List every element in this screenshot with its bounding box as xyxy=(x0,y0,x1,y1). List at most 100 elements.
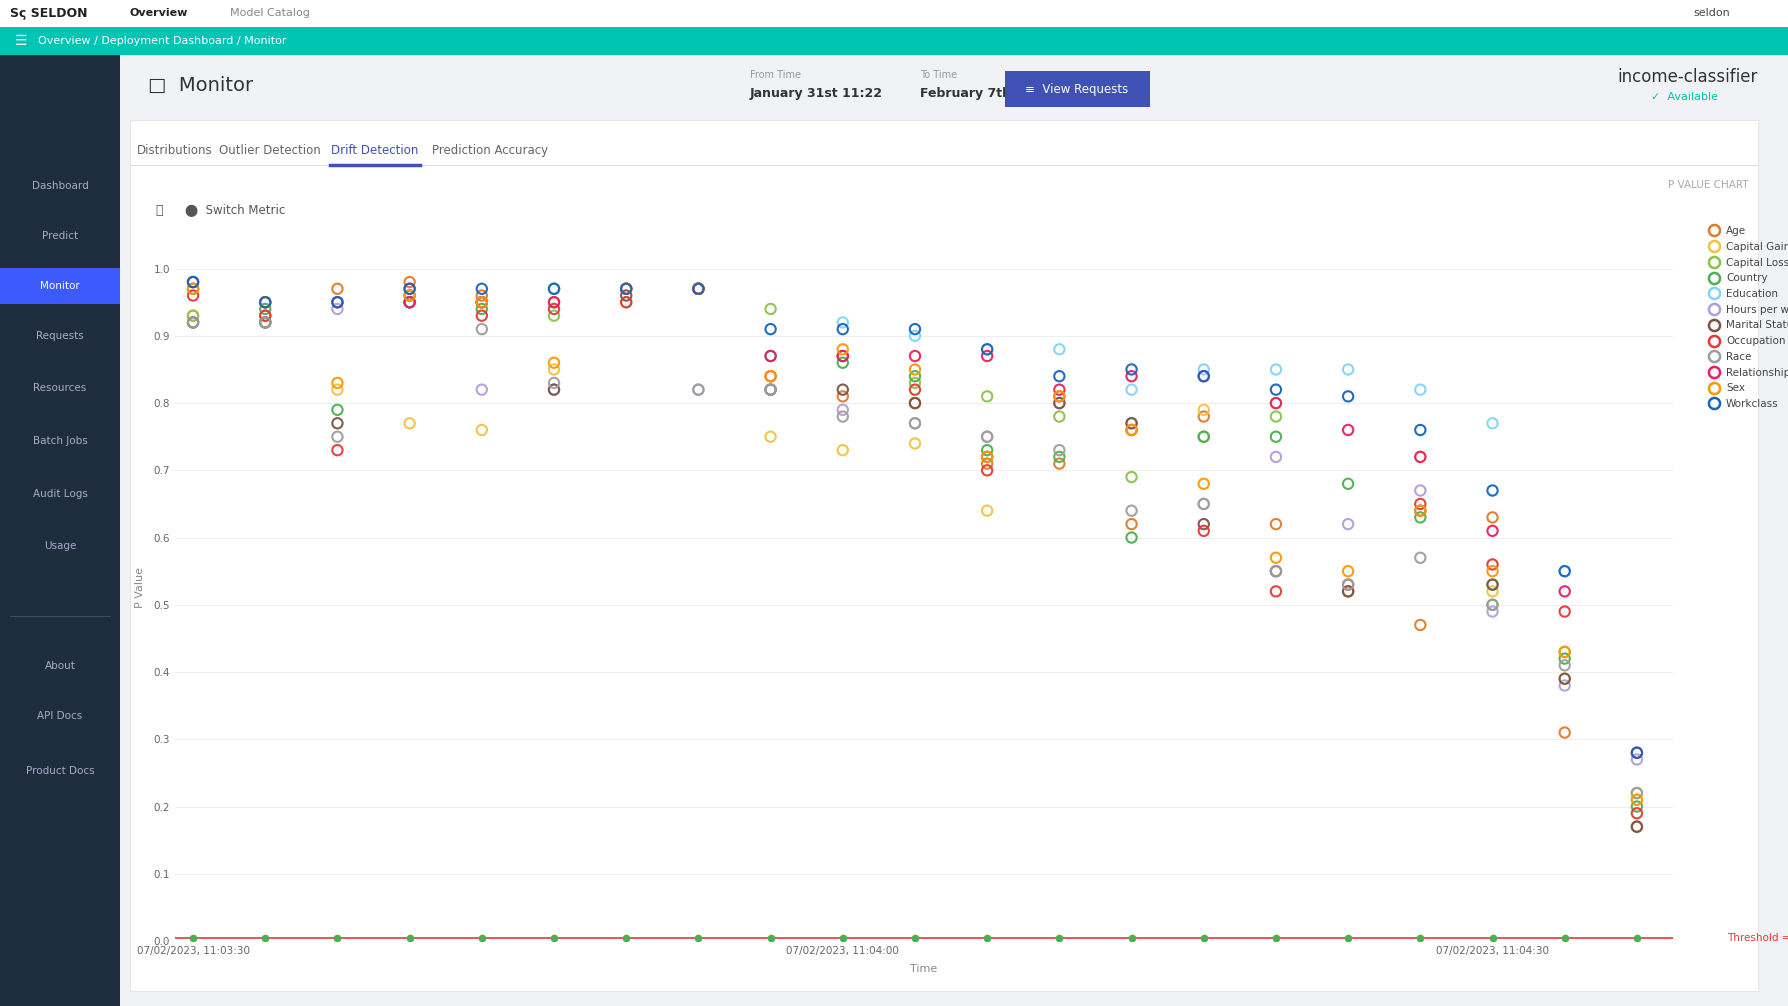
Point xyxy=(828,321,856,337)
Text: □  Monitor: □ Monitor xyxy=(148,75,254,95)
X-axis label: Time: Time xyxy=(910,964,937,974)
Point xyxy=(324,442,352,458)
Point xyxy=(540,375,569,391)
Point xyxy=(1479,583,1507,600)
Point xyxy=(1334,516,1362,532)
Text: Model Catalog: Model Catalog xyxy=(231,8,309,18)
Point xyxy=(1118,529,1146,545)
Point xyxy=(973,429,1001,445)
Point xyxy=(828,408,856,425)
Point xyxy=(395,294,424,310)
Point xyxy=(540,361,569,377)
Point xyxy=(611,294,640,310)
Point xyxy=(611,281,640,297)
Point xyxy=(1479,576,1507,593)
Point xyxy=(1622,819,1650,835)
Point xyxy=(179,274,207,290)
Point xyxy=(1118,503,1146,519)
Point xyxy=(973,449,1001,465)
Point xyxy=(1405,483,1434,499)
Point xyxy=(1479,483,1507,499)
Point xyxy=(1262,516,1291,532)
Point xyxy=(901,321,930,337)
Text: February 7th 11:22: February 7th 11:22 xyxy=(921,87,1055,100)
Point xyxy=(1550,657,1579,673)
Point xyxy=(250,294,279,310)
Point xyxy=(901,361,930,377)
Point xyxy=(1334,361,1362,377)
Point xyxy=(756,368,785,384)
Point xyxy=(1334,583,1362,600)
Point xyxy=(901,381,930,397)
Point xyxy=(1479,415,1507,432)
Point xyxy=(1479,576,1507,593)
Point xyxy=(324,294,352,310)
Point xyxy=(467,422,495,438)
Point xyxy=(324,375,352,391)
Point xyxy=(1405,509,1434,525)
Point xyxy=(756,381,785,397)
Point xyxy=(1118,516,1146,532)
Point xyxy=(1405,503,1434,519)
Point xyxy=(685,281,713,297)
Point xyxy=(395,281,424,297)
Point xyxy=(1262,549,1291,565)
Point xyxy=(611,281,640,297)
Point xyxy=(1044,395,1073,411)
Point xyxy=(1550,604,1579,620)
Point xyxy=(1622,799,1650,815)
Point xyxy=(828,442,856,458)
Legend: Age, Capital Gain, Capital Loss, Country, Education, Hours per week, Marital Sta: Age, Capital Gain, Capital Loss, Country… xyxy=(1708,226,1788,409)
Point xyxy=(540,294,569,310)
Point xyxy=(250,308,279,324)
Point xyxy=(1334,563,1362,579)
Point xyxy=(540,281,569,297)
Point xyxy=(901,415,930,432)
Text: 🔍: 🔍 xyxy=(156,203,163,216)
Point xyxy=(395,294,424,310)
Point xyxy=(611,281,640,297)
Point xyxy=(1118,361,1146,377)
Point xyxy=(1044,456,1073,472)
Point xyxy=(1550,644,1579,660)
Point xyxy=(1550,583,1579,600)
Point xyxy=(250,308,279,324)
Point xyxy=(540,355,569,371)
Point xyxy=(1118,368,1146,384)
Point xyxy=(250,294,279,310)
Point xyxy=(1550,644,1579,660)
Point xyxy=(756,321,785,337)
Point xyxy=(1262,395,1291,411)
Text: API Docs: API Docs xyxy=(38,711,82,721)
Point xyxy=(685,281,713,297)
Point xyxy=(540,381,569,397)
Point xyxy=(1622,805,1650,821)
Point xyxy=(685,281,713,297)
Point xyxy=(1479,563,1507,579)
Point xyxy=(1118,415,1146,432)
Point xyxy=(179,288,207,304)
Point xyxy=(828,348,856,364)
Point xyxy=(395,288,424,304)
Point xyxy=(1262,563,1291,579)
Point xyxy=(973,456,1001,472)
Point xyxy=(179,314,207,330)
Point xyxy=(901,328,930,344)
Text: ⬤  Switch Metric: ⬤ Switch Metric xyxy=(184,203,286,216)
Text: Dashboard: Dashboard xyxy=(32,181,88,191)
Point xyxy=(1262,408,1291,425)
Point xyxy=(1479,556,1507,572)
Point xyxy=(756,348,785,364)
Point xyxy=(901,375,930,391)
Point xyxy=(973,449,1001,465)
Point xyxy=(685,281,713,297)
Point xyxy=(1044,388,1073,404)
Point xyxy=(179,308,207,324)
Point xyxy=(1118,415,1146,432)
Bar xyxy=(0,55,120,1006)
Point xyxy=(828,401,856,417)
Point xyxy=(756,381,785,397)
Point xyxy=(1044,408,1073,425)
Point xyxy=(901,395,930,411)
Bar xyxy=(0,27,1788,55)
